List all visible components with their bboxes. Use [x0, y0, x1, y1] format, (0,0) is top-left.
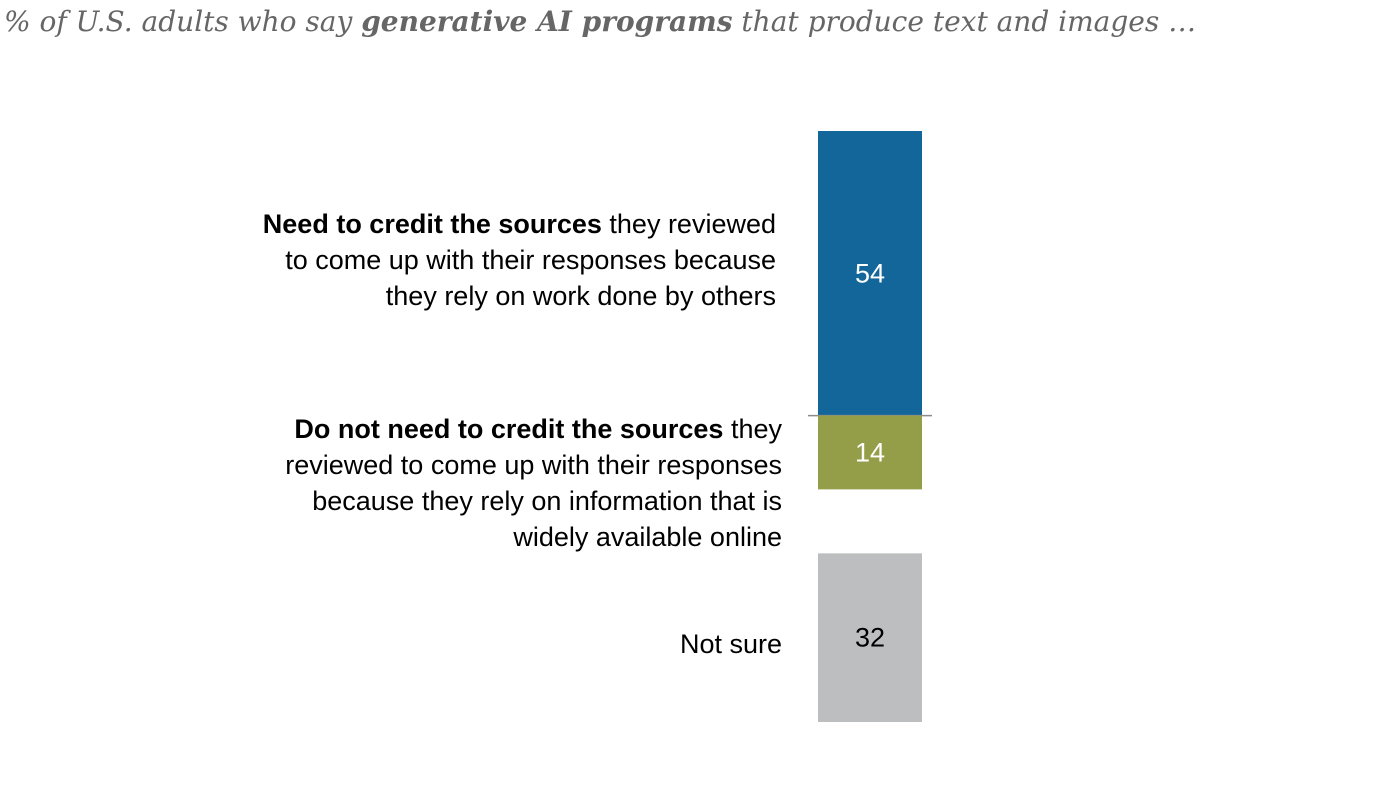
bar-segment-credit-not-needed: [818, 415, 922, 490]
category-label-not-sure: Not sure: [482, 626, 782, 662]
bar-segment-credit-needed: [818, 131, 922, 416]
category-label-credit-not-needed-line4: widely available online: [513, 522, 782, 552]
data-label-credit-not-needed: 14: [855, 437, 885, 467]
category-label-credit-not-needed-bold: Do not need to credit the sources: [294, 414, 724, 444]
bar-segment-not-sure: [818, 553, 922, 722]
data-label-credit-needed: 54: [855, 258, 885, 288]
chart-subtitle: % of U.S. adults who say generative AI p…: [4, 2, 1394, 42]
category-label-credit-not-needed: Do not need to credit the sources they r…: [202, 411, 782, 555]
category-label-not-sure-line1: Not sure: [679, 629, 782, 659]
data-label-not-sure: 32: [855, 623, 885, 653]
subtitle-prefix: % of U.S. adults who say: [4, 5, 362, 38]
category-label-credit-not-needed-line2: reviewed to come up with their responses: [285, 450, 782, 480]
subtitle-emphasis: generative AI programs: [361, 5, 733, 38]
subtitle-suffix: that produce text and images …: [732, 5, 1197, 38]
category-label-credit-needed-line1: they reviewed: [601, 209, 776, 239]
category-label-credit-not-needed-line3: because they rely on information that is: [312, 486, 782, 516]
category-label-credit-not-needed-line1: they: [723, 414, 782, 444]
category-label-credit-needed: Need to credit the sources they reviewed…: [216, 206, 776, 314]
category-label-credit-needed-line2: to come up with their responses because: [285, 245, 776, 275]
category-label-credit-needed-bold: Need to credit the sources: [262, 209, 602, 239]
category-label-credit-needed-line3: they rely on work done by others: [385, 281, 776, 311]
